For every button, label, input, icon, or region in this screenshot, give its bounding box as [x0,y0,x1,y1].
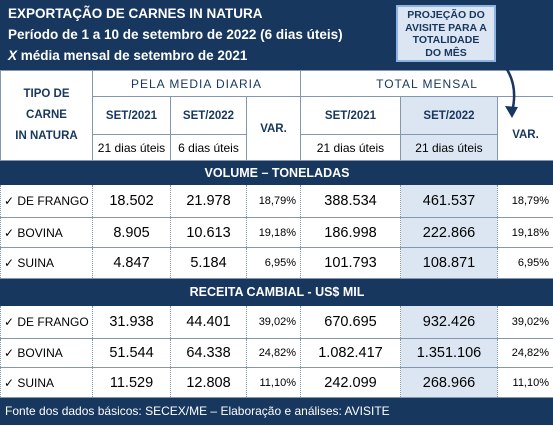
row-header-line: IN NATURA [15,130,78,142]
callout-line: TOTALIDADE [412,34,480,46]
row-header-line: CARNE [26,109,67,121]
cell: 670.695 [300,305,401,339]
data-row: ✓ BOVINA 8.905 10.613 19,18% 186.998 222.866 1… [0,217,553,248]
cell: 31.938 [92,305,171,339]
data-row: ✓ DE FRANGO 31.938 44.401 39,02% 670.695 932.… [0,305,553,339]
cell: 8.905 [92,217,171,248]
subtitle-text: média mensal de setembro de 2021 [20,48,248,63]
row-label: ✓ DE FRANGO [0,184,93,218]
row-header-line: TIPO DE [23,88,70,100]
cell: 19,18% [246,217,301,248]
callout-line: DO MÊS [425,46,467,59]
cell: 5.184 [170,247,247,279]
callout-line: AVISITE PARA A [405,21,487,34]
arrow-head [505,106,518,118]
cell: 24,82% [496,338,553,368]
data-table: TIPO DE CARNE IN NATURA PELA MEDIA DIARI… [0,70,553,425]
cell: 24,82% [246,338,301,368]
cell: 39,02% [246,305,301,339]
cell: 10.613 [170,217,247,248]
section-title: VOLUME – TONELADAS [0,160,553,185]
days-label: 21 dias úteis [400,134,498,161]
days-label: 6 dias úteis [170,134,247,161]
cell: 64.338 [170,338,247,368]
subtitle-2: X média mensal de setembro de 2021 [8,48,247,63]
footer: Fonte dos dados básicos: SECEX/ME – Elab… [0,397,553,425]
cell: 11.529 [92,367,171,398]
section-title: RECEITA CAMBIAL - US$ MIL [0,278,553,306]
symbol: X [8,48,18,63]
cell: 21.978 [170,184,247,218]
cell: 4.847 [92,247,171,279]
cell: 19,18% [496,217,553,248]
row-label: ✓ SUINA [0,247,93,279]
cell: 932.426 [400,305,498,339]
callout-line: PROJEÇÃO DO [407,9,485,21]
cell: 108.871 [400,247,498,279]
data-row: ✓ BOVINA 51.544 64.338 24,82% 1.082.417 1.351… [0,338,553,368]
row-label: ✓ SUINA [0,367,93,398]
days-label: 21 dias úteis [92,134,171,161]
column-header: VAR. [246,96,301,161]
section-row: RECEITA CAMBIAL - US$ MIL [0,278,553,306]
row-header: TIPO DE CARNE IN NATURA [0,70,93,161]
data-row: ✓ DE FRANGO 18.502 21.978 18,79% 388.534 461.… [0,184,553,218]
cell: 461.537 [400,184,498,218]
section-row: VOLUME – TONELADAS [0,160,553,185]
arrow [497,57,516,113]
days-label: 21 dias úteis [300,134,401,161]
subtitle: Período de 1 a 10 de setembro de 2022 (6… [8,27,343,42]
cell: 242.099 [300,367,401,398]
title: EXPORTAÇÃO DE CARNES IN NATURA [8,6,263,21]
cell: 101.793 [300,247,401,279]
cell: 1.082.417 [300,338,401,368]
footer-row: Fonte dos dados básicos: SECEX/ME – Elab… [0,397,553,425]
column-header: SET/2022 [400,96,498,135]
cell: 222.866 [400,217,498,248]
column-header: SET/2021 [92,96,171,135]
cell: 18,79% [496,184,553,218]
callout: PROJEÇÃO DO AVISITE PARA A TOTALIDADE DO… [396,5,496,62]
cell: 1.351.106 [400,338,498,368]
cell: 6,95% [496,247,553,279]
cell: 12.808 [170,367,247,398]
